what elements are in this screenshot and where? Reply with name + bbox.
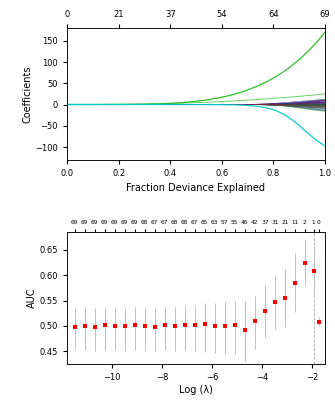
X-axis label: Fraction Deviance Explained: Fraction Deviance Explained <box>127 183 265 193</box>
Y-axis label: AUC: AUC <box>27 288 37 308</box>
Y-axis label: Coefficients: Coefficients <box>22 65 32 123</box>
X-axis label: Log (λ): Log (λ) <box>179 385 213 395</box>
